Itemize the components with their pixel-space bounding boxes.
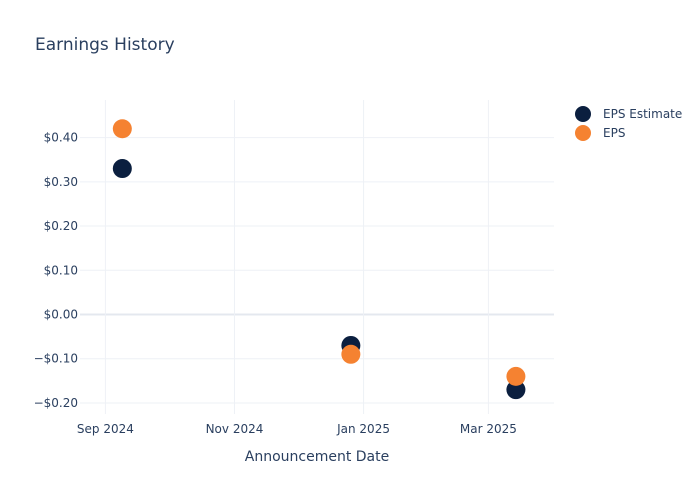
y-tick-label: $0.40 [44, 131, 78, 145]
eps-legend-marker [575, 125, 591, 141]
eps-estimate-legend-label: EPS Estimate [603, 107, 682, 121]
y-tick-label: −$0.10 [34, 352, 78, 366]
x-tick-label: Jan 2025 [336, 422, 390, 436]
eps-point [341, 344, 361, 364]
y-tick-label: $0.20 [44, 219, 78, 233]
y-tick-label: $0.00 [44, 307, 78, 321]
eps-estimate-point [506, 380, 526, 400]
x-tick-label: Nov 2024 [206, 422, 264, 436]
y-tick-label: $0.30 [44, 175, 78, 189]
legend: EPS Estimate EPS [575, 106, 682, 141]
x-axis: Sep 2024 Nov 2024 Jan 2025 Mar 2025 [77, 422, 517, 436]
x-axis-title: Announcement Date [245, 449, 389, 465]
x-tick-label: Mar 2025 [460, 422, 517, 436]
chart-title: Earnings History [35, 35, 175, 55]
x-tick-label: Sep 2024 [77, 422, 134, 436]
eps-legend-label: EPS [603, 126, 625, 140]
y-tick-label: −$0.20 [34, 396, 78, 410]
grid [80, 100, 554, 414]
eps-point [506, 366, 526, 386]
y-axis: −$0.20 −$0.10 $0.00 $0.10 $0.20 $0.30 $0.40 [34, 131, 78, 410]
eps-point [112, 119, 132, 139]
eps-estimate-legend-marker [575, 106, 591, 122]
eps-estimate-point [112, 159, 132, 179]
y-tick-label: $0.10 [44, 263, 78, 277]
data-points [112, 119, 526, 400]
